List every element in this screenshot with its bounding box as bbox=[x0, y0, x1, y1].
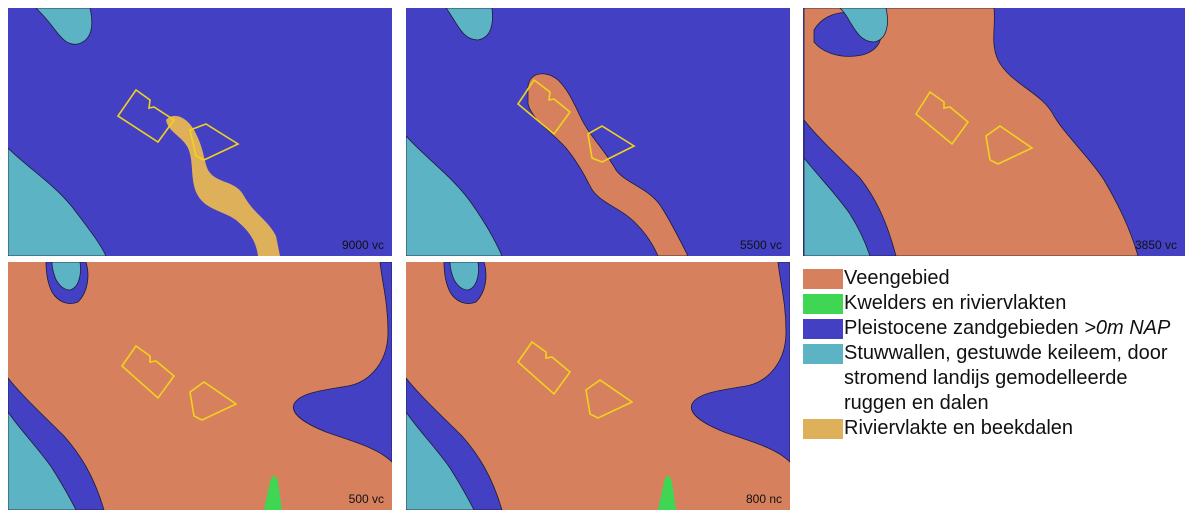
site-outline-2 bbox=[585, 379, 634, 419]
legend-label: Stuwwallen, gestuwde keileem, door strom… bbox=[844, 342, 1168, 414]
legend-swatch bbox=[803, 319, 843, 339]
push-moraine-left bbox=[406, 135, 503, 256]
site-outline-1 bbox=[914, 90, 970, 146]
site-outline-2 bbox=[189, 381, 238, 421]
map-panel-9000vc: 9000 vc bbox=[8, 8, 392, 256]
legend-item-peat: Veengebied bbox=[800, 266, 1189, 291]
salt-marsh bbox=[658, 476, 676, 510]
push-moraine-left bbox=[8, 147, 107, 256]
legend-item-salt-marsh: Kwelders en riviervlakten bbox=[800, 291, 1189, 316]
map-9000vc bbox=[8, 8, 392, 256]
push-moraine-left bbox=[8, 411, 77, 510]
map-panel-3850vc: 3850 vc bbox=[803, 8, 1185, 256]
push-moraine-left bbox=[803, 156, 871, 256]
legend-label: Riviervlakte en beekdalen bbox=[844, 417, 1074, 439]
map-panel-5500vc: 5500 vc bbox=[406, 8, 790, 256]
site-outline-2 bbox=[587, 125, 636, 163]
peat-channel bbox=[527, 73, 689, 256]
site-outline-1 bbox=[516, 78, 572, 136]
pleistocene-right bbox=[691, 262, 790, 463]
legend-swatch bbox=[803, 344, 843, 364]
period-label: 3850 vc bbox=[1134, 238, 1177, 252]
period-label: 800 nc bbox=[745, 492, 782, 506]
site-outline-1 bbox=[120, 344, 176, 400]
legend-item-river-valley: Riviervlakte en beekdalen bbox=[800, 416, 1189, 441]
push-moraine-top bbox=[51, 262, 81, 291]
site-outline-2 bbox=[189, 123, 240, 161]
pleistocene-right bbox=[293, 262, 392, 463]
map-800nc bbox=[406, 262, 790, 510]
salt-marsh bbox=[264, 476, 282, 510]
site-outline-2 bbox=[985, 125, 1034, 165]
map-3850vc bbox=[803, 8, 1185, 256]
legend-item-push-moraine: Stuwwallen, gestuwde keileem, door strom… bbox=[800, 341, 1189, 416]
legend-label-text: Pleistocene zandgebieden bbox=[844, 317, 1079, 339]
site-outline-1 bbox=[116, 88, 176, 144]
map-legend: Veengebied Kwelders en riviervlakten Ple… bbox=[800, 266, 1189, 441]
legend-label: Kwelders en riviervlakten bbox=[844, 292, 1067, 314]
period-label: 5500 vc bbox=[739, 238, 782, 252]
map-panel-500vc: 500 vc bbox=[8, 262, 392, 510]
map-500vc bbox=[8, 262, 392, 510]
legend-swatch bbox=[803, 294, 843, 314]
push-moraine-top bbox=[449, 262, 479, 291]
legend-label: Veengebied bbox=[844, 267, 950, 289]
push-moraine-left bbox=[406, 411, 475, 510]
map-5500vc bbox=[406, 8, 790, 256]
push-moraine-top bbox=[445, 8, 493, 41]
map-panel-800nc: 800 nc bbox=[406, 262, 790, 510]
peat-area bbox=[803, 8, 1139, 256]
legend-label-italic: >0m NAP bbox=[1084, 317, 1171, 339]
site-outline-1 bbox=[516, 340, 572, 396]
legend-label: Pleistocene zandgebieden >0m NAP bbox=[844, 316, 1189, 341]
period-label: 9000 vc bbox=[341, 238, 384, 252]
period-label: 500 vc bbox=[348, 492, 384, 506]
push-moraine-top bbox=[35, 8, 93, 45]
legend-swatch bbox=[803, 269, 843, 289]
legend-swatch bbox=[803, 419, 843, 439]
push-moraine-top bbox=[839, 8, 888, 43]
legend-item-pleistocene-sand: Pleistocene zandgebieden >0m NAP bbox=[800, 316, 1189, 341]
